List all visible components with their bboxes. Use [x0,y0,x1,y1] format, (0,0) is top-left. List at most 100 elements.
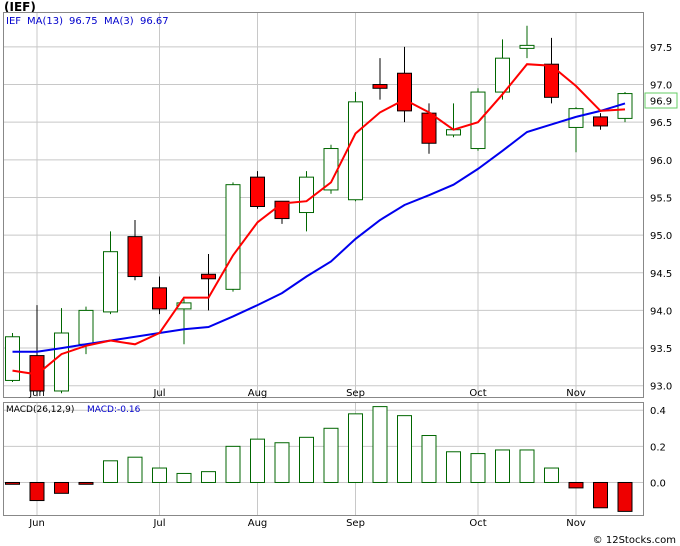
candle [617,92,633,123]
macd-bar [372,406,388,483]
candle [103,231,118,315]
macd-bar [54,481,69,494]
candle [544,37,559,104]
candle-body-up [617,93,633,119]
candle-body-up [225,184,241,290]
macd-bar [397,415,412,483]
macd-bar [421,435,437,483]
macd-legend-label: MACD(26,12,9) [6,405,74,415]
price-tick-label: 94.5 [650,269,672,280]
price-tick-label: 96.5 [650,118,672,129]
legend-ma3-value: 96.67 [140,16,169,27]
legend-ma3-label: MA(3) [104,16,134,27]
macd-bar [225,445,241,483]
candle-body-down [421,112,437,144]
price-tick-label: 95.0 [650,231,672,242]
legend-ma13-value: 96.75 [69,16,98,27]
candle-body-down [544,63,559,98]
candle [348,92,363,202]
candle [152,276,167,315]
price-tick-label: 94.0 [650,306,672,317]
macd-bars [5,406,633,512]
macd-y-axis: 0.0 0.2 0.4 [650,406,666,489]
month-label: Jul [152,518,165,529]
candle-body-down [250,176,265,208]
candle [225,182,241,292]
macd-bar [544,467,559,483]
candle [250,171,265,209]
macd-bar [5,481,20,485]
macd-bar [127,456,143,483]
legend-ma13-label: MA(13) [27,16,63,27]
candle [568,107,584,153]
candle [372,58,388,100]
macd-bar [274,442,290,483]
month-label: Sep [346,518,365,529]
ma13-line [12,102,626,353]
candle-body-up [5,336,20,381]
month-label: Sep [346,388,365,399]
macd-bar [78,481,94,485]
legend-symbol: IEF [6,16,21,27]
candle [323,144,339,194]
price-panel [3,12,644,398]
macd-tick-label: 0.0 [650,478,666,489]
candle-body-down [152,287,167,310]
macd-bar [201,471,216,483]
candle-body-up [495,57,510,93]
macd-bar [299,436,314,483]
candle [127,220,143,281]
macd-bar [348,413,363,483]
chart-title: (IEF) [4,0,36,14]
month-label: Jun [28,518,45,529]
macd-bar [152,467,167,483]
candle [593,113,608,130]
candle [519,25,535,59]
credit-text: © 12Stocks.com [592,535,676,546]
price-y-axis: 93.0 93.5 94.0 94.5 95.0 95.5 96.0 96.5 97.0 97.5 [650,43,672,393]
macd-bar [617,481,633,512]
macd-bar [568,481,584,489]
macd-bar [446,451,461,483]
price-tick-label: 93.5 [650,344,672,355]
candle-body-down [593,116,608,127]
ma3-line [12,63,626,376]
candle [5,333,20,382]
candle-body-up [299,176,314,214]
candle-body-up [323,148,339,191]
macd-bar [470,453,486,483]
month-label: Aug [248,388,268,399]
macd-bar [593,481,608,509]
macd-bar [103,460,118,483]
candle-body-up [519,44,535,49]
candle-body-up [78,309,94,345]
macd-bar [323,427,339,483]
candle-body-up [176,302,192,310]
macd-bar [495,449,510,483]
macd-legend-value: MACD:-0.16 [87,405,141,415]
candle-body-up [348,101,363,201]
candle-body-up [470,91,486,150]
candle [176,299,192,345]
macd-tick-label: 0.2 [650,442,666,453]
candle [299,171,314,232]
price-tick-label: 93.0 [650,382,672,393]
candle [201,253,216,311]
candle [470,88,486,151]
price-tick-label: 96.0 [650,156,672,167]
candle-body-down [127,236,143,278]
month-label: Jul [152,388,165,399]
month-label: Nov [566,518,586,529]
last-price-box [644,92,678,109]
macd-bar [519,449,535,483]
macd-bar [29,481,45,502]
candle-body-down [372,84,388,89]
last-price-tag: 96.9 [650,97,672,108]
price-tick-label: 95.5 [650,193,672,204]
month-label: Aug [248,518,268,529]
candle-body-down [201,273,216,280]
price-tick-label: 97.0 [650,81,672,92]
month-label: Oct [469,388,486,399]
candle-body-up [54,332,69,392]
